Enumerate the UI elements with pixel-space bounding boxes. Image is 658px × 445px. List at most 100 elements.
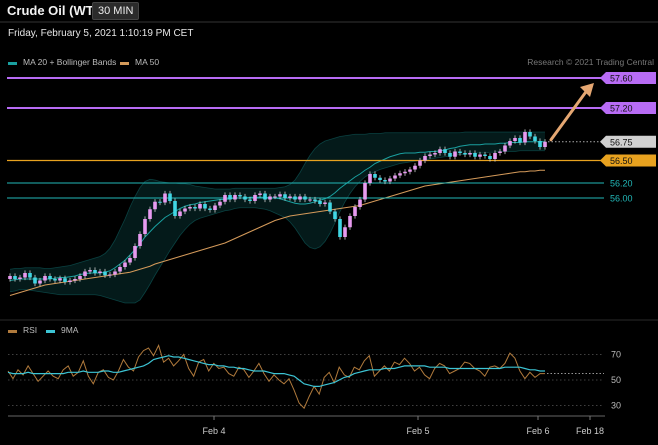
legend-ma50-swatch [120, 62, 129, 65]
candle-body [498, 151, 502, 153]
candle-body [198, 204, 202, 209]
candle-body [28, 273, 32, 278]
datetime-label: Friday, February 5, 2021 1:10:19 PM CET [8, 28, 194, 39]
candle-body [8, 276, 12, 279]
level-label-56-75: 56.75 [610, 137, 633, 147]
x-tick-label: Feb 18 [576, 426, 604, 436]
candle-body [333, 211, 337, 219]
candle-body [243, 196, 247, 200]
candle-body [33, 277, 37, 284]
candle-body [153, 201, 157, 210]
candle-body [358, 199, 362, 207]
candle-body [263, 193, 267, 200]
candle-body [363, 183, 367, 200]
level-tag-pointer-56-75 [600, 135, 606, 148]
candle-body [508, 141, 512, 146]
candle-body [443, 149, 447, 153]
candle-body [313, 199, 317, 201]
level-label-56-50: 56.50 [610, 156, 633, 166]
candle-body [48, 276, 52, 279]
candle-body [423, 156, 427, 161]
level-label-57-20: 57.20 [610, 104, 633, 114]
candle-body [303, 196, 307, 200]
candle-body [398, 173, 402, 176]
rsi-line [7, 344, 545, 410]
candle-body [188, 207, 192, 209]
candle-body [383, 180, 387, 182]
candle-body [108, 274, 112, 276]
candle-body [293, 196, 297, 200]
legend-rsi-swatch [8, 330, 17, 333]
candle-body [478, 154, 482, 157]
level-tag-pointer-57-60 [600, 72, 606, 84]
candle-body [468, 153, 472, 155]
candle-body [233, 195, 237, 200]
candle-body [103, 271, 107, 276]
level-label-56-00: 56.00 [610, 194, 633, 204]
legend-ma20-label: MA 20 + Bollinger Bands [23, 57, 116, 67]
candle-body [143, 219, 147, 234]
candle-body [168, 193, 172, 201]
candle-body [58, 278, 62, 281]
candle-body [68, 280, 72, 282]
candle-body [368, 174, 372, 183]
candle-body [433, 153, 437, 155]
candle-body [123, 262, 127, 267]
level-label-57-60: 57.60 [610, 74, 633, 84]
candle-body [283, 194, 287, 198]
legend-ma50-label: MA 50 [135, 57, 159, 67]
candle-body [98, 271, 102, 273]
level-tag-pointer-57-20 [600, 102, 606, 114]
candle-body [23, 273, 27, 278]
level-tag-bg-56-50 [606, 154, 656, 167]
timeframe-badge[interactable]: 30 MIN [92, 2, 140, 20]
candle-body [18, 277, 22, 279]
candle-body [473, 153, 477, 157]
candle-body [438, 149, 442, 153]
candle-body [523, 132, 527, 143]
level-tag-pointer-56-50 [600, 154, 606, 167]
candle-body [418, 160, 422, 166]
candle-body [528, 132, 532, 137]
candle-body [428, 154, 432, 156]
candle-body [518, 138, 522, 143]
x-axis: Feb 4 Feb 5 Feb 6 Feb 18 [202, 416, 604, 436]
candle-body [308, 199, 312, 201]
candle-body [218, 201, 222, 206]
candle-body [213, 205, 217, 210]
candle-body [158, 201, 162, 203]
candle-body [63, 278, 67, 282]
candle-body [348, 216, 352, 228]
candle-body [258, 193, 262, 195]
target-arrow-head [580, 83, 594, 97]
legend-rsi-9ma-swatch [46, 330, 55, 333]
target-arrow-shaft [549, 87, 590, 142]
candle-body [113, 271, 117, 275]
candle-body [43, 276, 47, 281]
candle-body [323, 202, 327, 204]
candle-body [543, 141, 547, 147]
legend-ma20-swatch [8, 62, 17, 65]
x-tick-label: Feb 4 [202, 426, 225, 436]
rsi-tick-label: 50 [611, 375, 621, 385]
candle-body [343, 227, 347, 237]
target-arrow [549, 83, 594, 142]
candle-body [413, 165, 417, 170]
level-tag-bg-57-60 [606, 72, 656, 84]
candle-body [83, 271, 87, 276]
candle-body [223, 195, 227, 202]
bollinger-bands [9, 131, 545, 304]
candle-body [228, 195, 232, 200]
candle-body [268, 196, 272, 200]
candle-body [503, 145, 507, 152]
candle-body [388, 178, 392, 182]
candle-body [453, 151, 457, 157]
candle-body [88, 270, 92, 272]
candle-body [73, 279, 77, 281]
candle-body [128, 258, 132, 263]
x-tick-label: Feb 6 [526, 426, 549, 436]
x-tick-label: Feb 5 [406, 426, 429, 436]
candle-body [208, 208, 212, 210]
legends: MA 20 + Bollinger Bands MA 50 RSI 9MA [8, 57, 159, 335]
